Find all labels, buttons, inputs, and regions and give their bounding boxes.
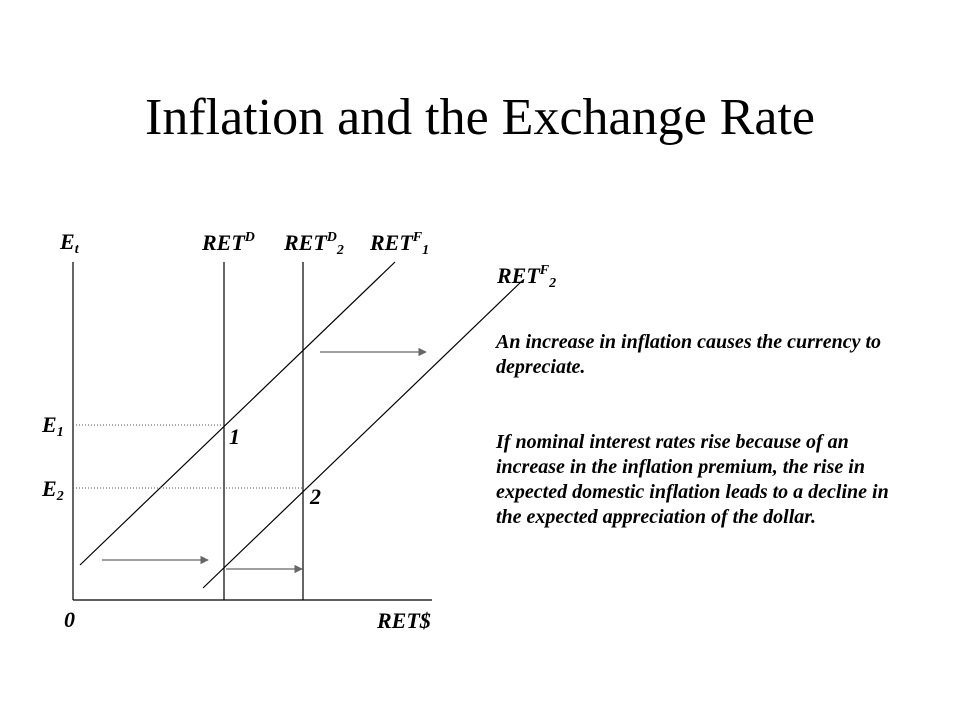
origin-label: 0 — [64, 607, 75, 632]
retd2-label: RETD2 — [284, 230, 344, 258]
point-1-label: 1 — [229, 424, 240, 449]
retf1-curve — [79, 261, 396, 566]
explanation-paragraph-1: An increase in inflation causes the curr… — [496, 331, 882, 378]
retf1-label: RETF1 — [370, 230, 430, 258]
point-2-label: 2 — [310, 484, 321, 509]
slide-title: Inflation and the Exchange Rate — [145, 89, 815, 146]
explanation-paragraph-2: If nominal interest rates rise because o… — [496, 431, 889, 528]
retd1-label: RETD — [202, 230, 255, 255]
retf2-label: RETF2 — [497, 263, 557, 291]
x-axis-label: RET$ — [377, 608, 431, 633]
y-axis-label: Et — [60, 229, 79, 257]
e1-label: E1 — [42, 412, 64, 440]
e2-label: E2 — [42, 476, 64, 504]
retf2-curve — [202, 279, 524, 589]
